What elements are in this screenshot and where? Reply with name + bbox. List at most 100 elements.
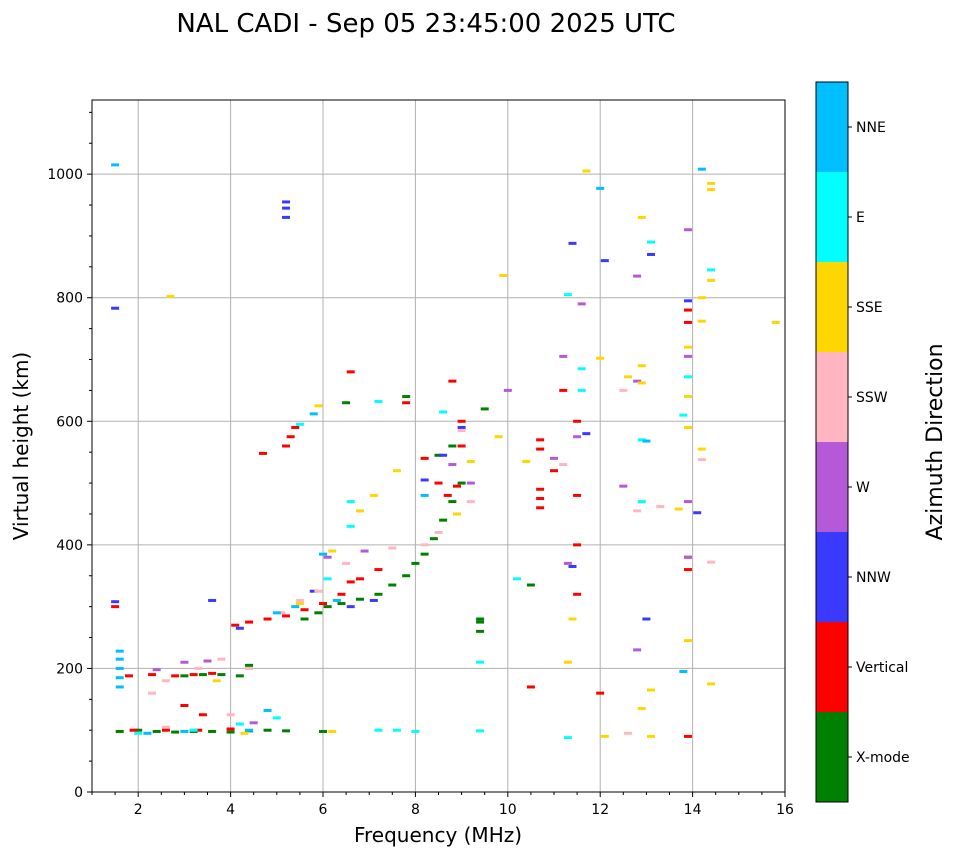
data-point xyxy=(171,674,180,678)
colorbar-swatch xyxy=(816,262,848,352)
data-point xyxy=(457,425,466,429)
data-point xyxy=(332,598,341,602)
data-point xyxy=(240,731,249,735)
colorbar-tick-label: W xyxy=(856,480,870,496)
data-point xyxy=(637,500,646,504)
trace-vertical xyxy=(111,308,692,738)
y-tick-label: 800 xyxy=(56,291,83,307)
data-point xyxy=(679,670,688,674)
y-tick-label: 400 xyxy=(56,538,83,554)
data-point xyxy=(633,274,642,278)
data-point xyxy=(559,463,568,467)
data-point xyxy=(457,429,466,433)
x-tick-label: 12 xyxy=(591,802,609,818)
data-point xyxy=(314,611,323,615)
data-point xyxy=(360,549,369,553)
data-point xyxy=(457,444,466,448)
plot-frame xyxy=(91,99,786,793)
data-point xyxy=(420,552,429,556)
data-point xyxy=(291,605,300,609)
trace-ssw xyxy=(148,388,716,735)
data-point xyxy=(499,273,508,277)
data-point xyxy=(346,605,355,609)
data-point xyxy=(402,395,411,399)
data-point xyxy=(115,685,124,689)
trace-nnw xyxy=(111,200,702,630)
data-point xyxy=(443,493,452,497)
data-point xyxy=(582,432,591,436)
data-point xyxy=(683,568,692,572)
y-axis-ticks: 0 200 400 600 800 1000 xyxy=(47,111,92,801)
data-point xyxy=(272,611,281,615)
data-point xyxy=(189,728,198,732)
data-point xyxy=(217,673,226,677)
data-point xyxy=(124,674,133,678)
data-point xyxy=(573,493,582,497)
data-point xyxy=(346,370,355,374)
data-point xyxy=(513,577,522,581)
data-point xyxy=(550,456,558,460)
data-point xyxy=(346,500,355,504)
data-point xyxy=(577,367,586,371)
data-point xyxy=(452,512,461,516)
data-point xyxy=(683,375,692,379)
data-point xyxy=(476,617,485,621)
data-point xyxy=(309,412,318,416)
colorbar-tick-label: SSW xyxy=(856,390,888,406)
data-point xyxy=(374,728,383,732)
data-point xyxy=(369,598,378,602)
data-point xyxy=(115,676,124,680)
data-point xyxy=(291,425,300,429)
colorbar-frame xyxy=(815,81,849,803)
y-tick-label: 1000 xyxy=(47,167,83,183)
data-point xyxy=(582,169,591,173)
data-point xyxy=(342,401,351,405)
colorbar-tick-label: Vertical xyxy=(856,660,908,676)
data-point xyxy=(328,549,337,553)
data-point xyxy=(577,302,586,306)
data-point xyxy=(263,728,272,732)
data-point xyxy=(166,294,175,298)
colorbar-tick-label: NNE xyxy=(856,120,886,136)
data-point xyxy=(263,708,272,712)
data-point xyxy=(355,597,364,601)
data-point xyxy=(411,561,420,565)
data-point xyxy=(674,507,683,511)
data-point xyxy=(596,186,605,190)
data-point xyxy=(526,685,535,689)
data-point xyxy=(619,484,628,488)
data-point xyxy=(111,306,120,310)
data-point xyxy=(180,660,189,664)
data-point xyxy=(420,478,429,482)
data-point xyxy=(263,617,272,621)
colorbar-swatch xyxy=(816,352,848,442)
data-point xyxy=(568,617,577,621)
data-point xyxy=(707,181,716,185)
data-point xyxy=(346,580,355,584)
data-point xyxy=(683,734,692,738)
data-point xyxy=(282,444,291,448)
grid xyxy=(92,100,785,792)
data-point xyxy=(111,163,120,167)
data-point xyxy=(323,577,332,581)
data-point xyxy=(337,592,346,596)
data-point xyxy=(633,509,642,513)
data-point xyxy=(679,413,688,417)
data-point xyxy=(392,469,401,473)
data-point xyxy=(683,395,692,399)
data-point xyxy=(683,345,692,349)
x-tick-label: 6 xyxy=(319,802,328,818)
data-point xyxy=(466,459,475,463)
data-point xyxy=(707,278,716,282)
data-point xyxy=(143,731,152,735)
data-point xyxy=(439,518,448,522)
data-point xyxy=(388,583,397,587)
data-point xyxy=(374,568,383,572)
data-point xyxy=(600,259,609,263)
data-point xyxy=(707,188,716,192)
data-point xyxy=(208,598,217,602)
data-point xyxy=(637,438,646,442)
data-point xyxy=(212,679,221,683)
data-point xyxy=(573,435,582,439)
data-point xyxy=(309,589,318,593)
